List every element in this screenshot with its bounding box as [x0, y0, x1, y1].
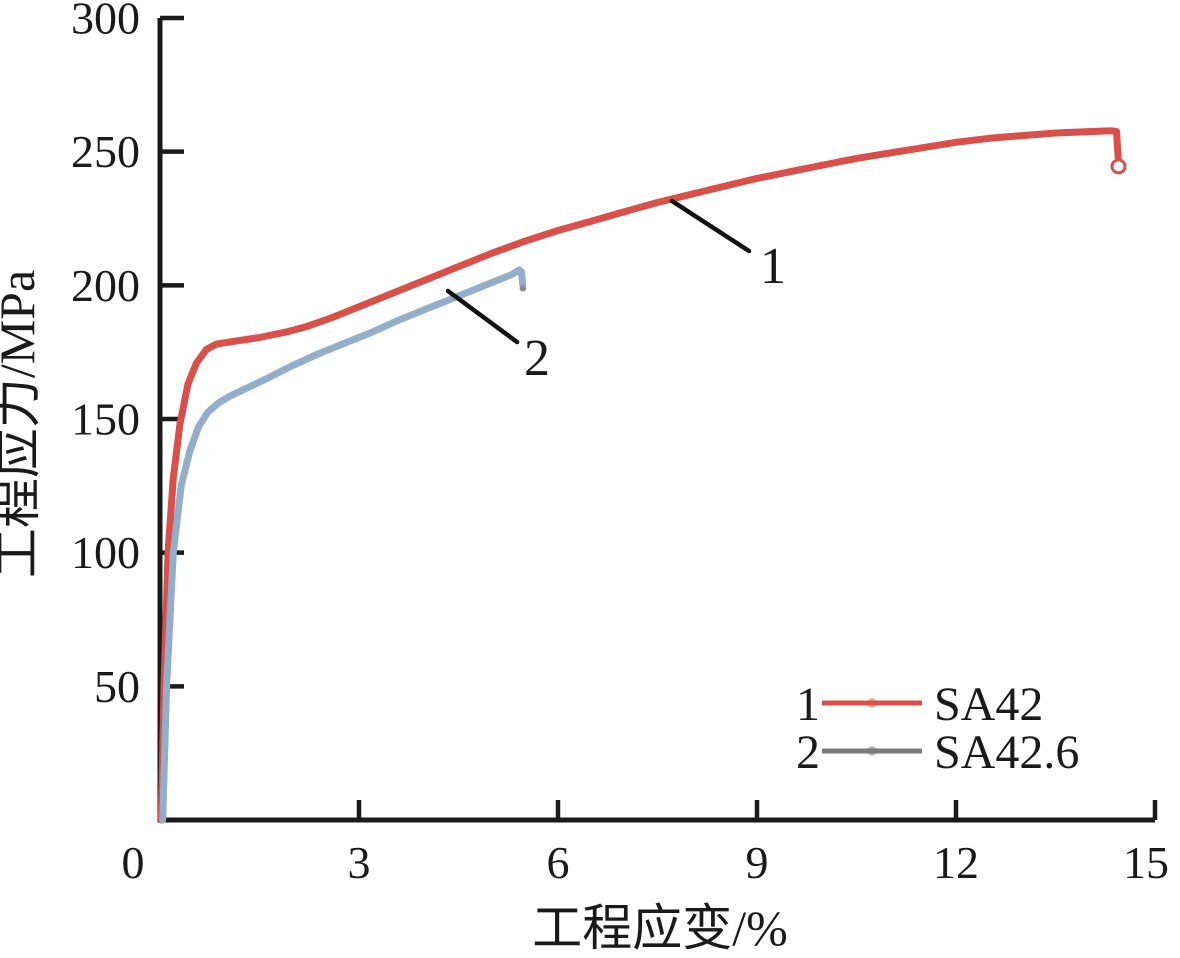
y-tick-label: 150 [71, 394, 140, 445]
legend-item-number: 2 [796, 726, 820, 779]
y-tick-label: 250 [71, 126, 140, 177]
y-tick-label: 50 [94, 661, 140, 712]
legend-item-label: SA42 [934, 678, 1043, 731]
x-tick-label: 15 [1123, 837, 1169, 888]
curve-end-marker [519, 285, 527, 292]
legend-line-marker [867, 698, 877, 708]
curve-SA42 [157, 127, 1122, 824]
legend-item-label: SA42.6 [934, 726, 1079, 779]
annotation-label: 2 [524, 330, 550, 387]
y-tick-labels: 50 100 150 200 250 300 [71, 0, 140, 712]
y-tick-label: 200 [71, 260, 140, 311]
annotation-leader-line [445, 288, 520, 345]
y-tick-label: 300 [71, 0, 140, 44]
legend-item-number: 1 [796, 678, 820, 731]
curve-end-marker [1110, 158, 1127, 175]
annotation-label: 1 [760, 238, 786, 295]
x-tick-label: 6 [547, 837, 570, 888]
x-tick-label: 12 [933, 837, 979, 888]
x-tick-label: 3 [348, 837, 371, 888]
x-tick-label: 9 [746, 837, 769, 888]
curve-SA42.6 [159, 266, 527, 824]
x-axis-title: 工程应变/% [532, 900, 788, 956]
curve-annotations: 12 [445, 198, 786, 387]
y-tick-label: 100 [71, 527, 140, 578]
annotation-leader-line [669, 198, 752, 254]
x-tick-label: 0 [122, 837, 145, 888]
x-tick-labels: 0 3 6 9 12 15 [122, 837, 1170, 888]
y-axis-title: 工程应力/MPa [0, 270, 45, 578]
curves [157, 127, 1127, 824]
legend: 1 SA42 2 SA42.6 [796, 678, 1079, 779]
legend-line-marker [867, 746, 877, 756]
